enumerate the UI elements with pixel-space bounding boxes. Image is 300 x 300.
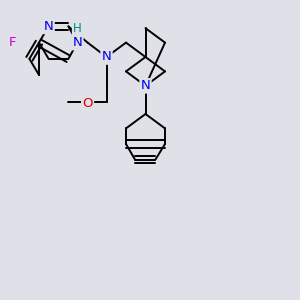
Text: N: N [44, 20, 53, 33]
Text: O: O [82, 97, 93, 110]
Text: N: N [102, 50, 111, 64]
Text: N: N [141, 79, 150, 92]
Text: N: N [73, 36, 82, 49]
Text: H: H [73, 22, 82, 35]
Text: F: F [9, 35, 16, 49]
